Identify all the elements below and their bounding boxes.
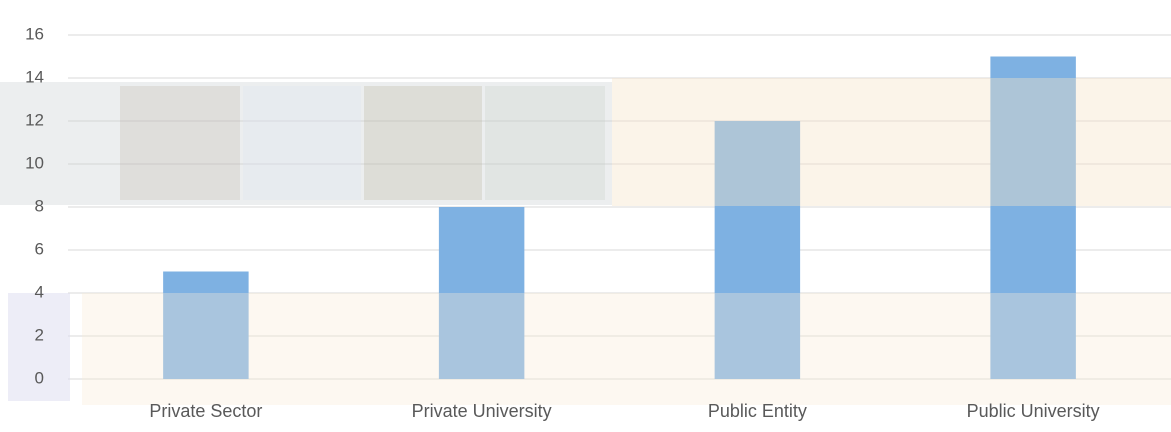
- y-tick-label: 0: [35, 368, 44, 387]
- photo: [243, 86, 361, 200]
- y-tick-label: 8: [35, 196, 44, 215]
- y-tick-label: 6: [35, 239, 44, 258]
- y-tick-label: 4: [35, 282, 44, 301]
- x-tick-label: Private Sector: [149, 401, 262, 421]
- highlight-band: [82, 293, 1171, 405]
- highlight-box: [8, 293, 70, 401]
- bars: [163, 56, 1076, 379]
- x-tick-label: Private University: [412, 401, 552, 421]
- labels: 0 2 4 6 8 10 12 14 16 Private Sector Private Unive…: [25, 24, 1100, 420]
- photo: [364, 86, 482, 200]
- grid: [68, 34, 1171, 380]
- photo: [120, 86, 240, 200]
- bar: [990, 56, 1076, 379]
- x-tick-label: Public University: [967, 401, 1100, 421]
- y-tick-label: 12: [25, 110, 44, 129]
- highlight-band: [612, 78, 1171, 206]
- y-tick-label: 16: [25, 24, 44, 43]
- y-tick-label: 2: [35, 325, 44, 344]
- bar: [438, 207, 525, 379]
- photo-strip: [0, 82, 612, 205]
- x-tick-label: Public Entity: [708, 401, 807, 421]
- y-tick-label: 10: [25, 153, 44, 172]
- bar: [714, 121, 801, 379]
- bar: [163, 271, 249, 379]
- y-tick-label: 14: [25, 67, 44, 86]
- photo: [485, 86, 605, 200]
- overlays: [0, 78, 1171, 405]
